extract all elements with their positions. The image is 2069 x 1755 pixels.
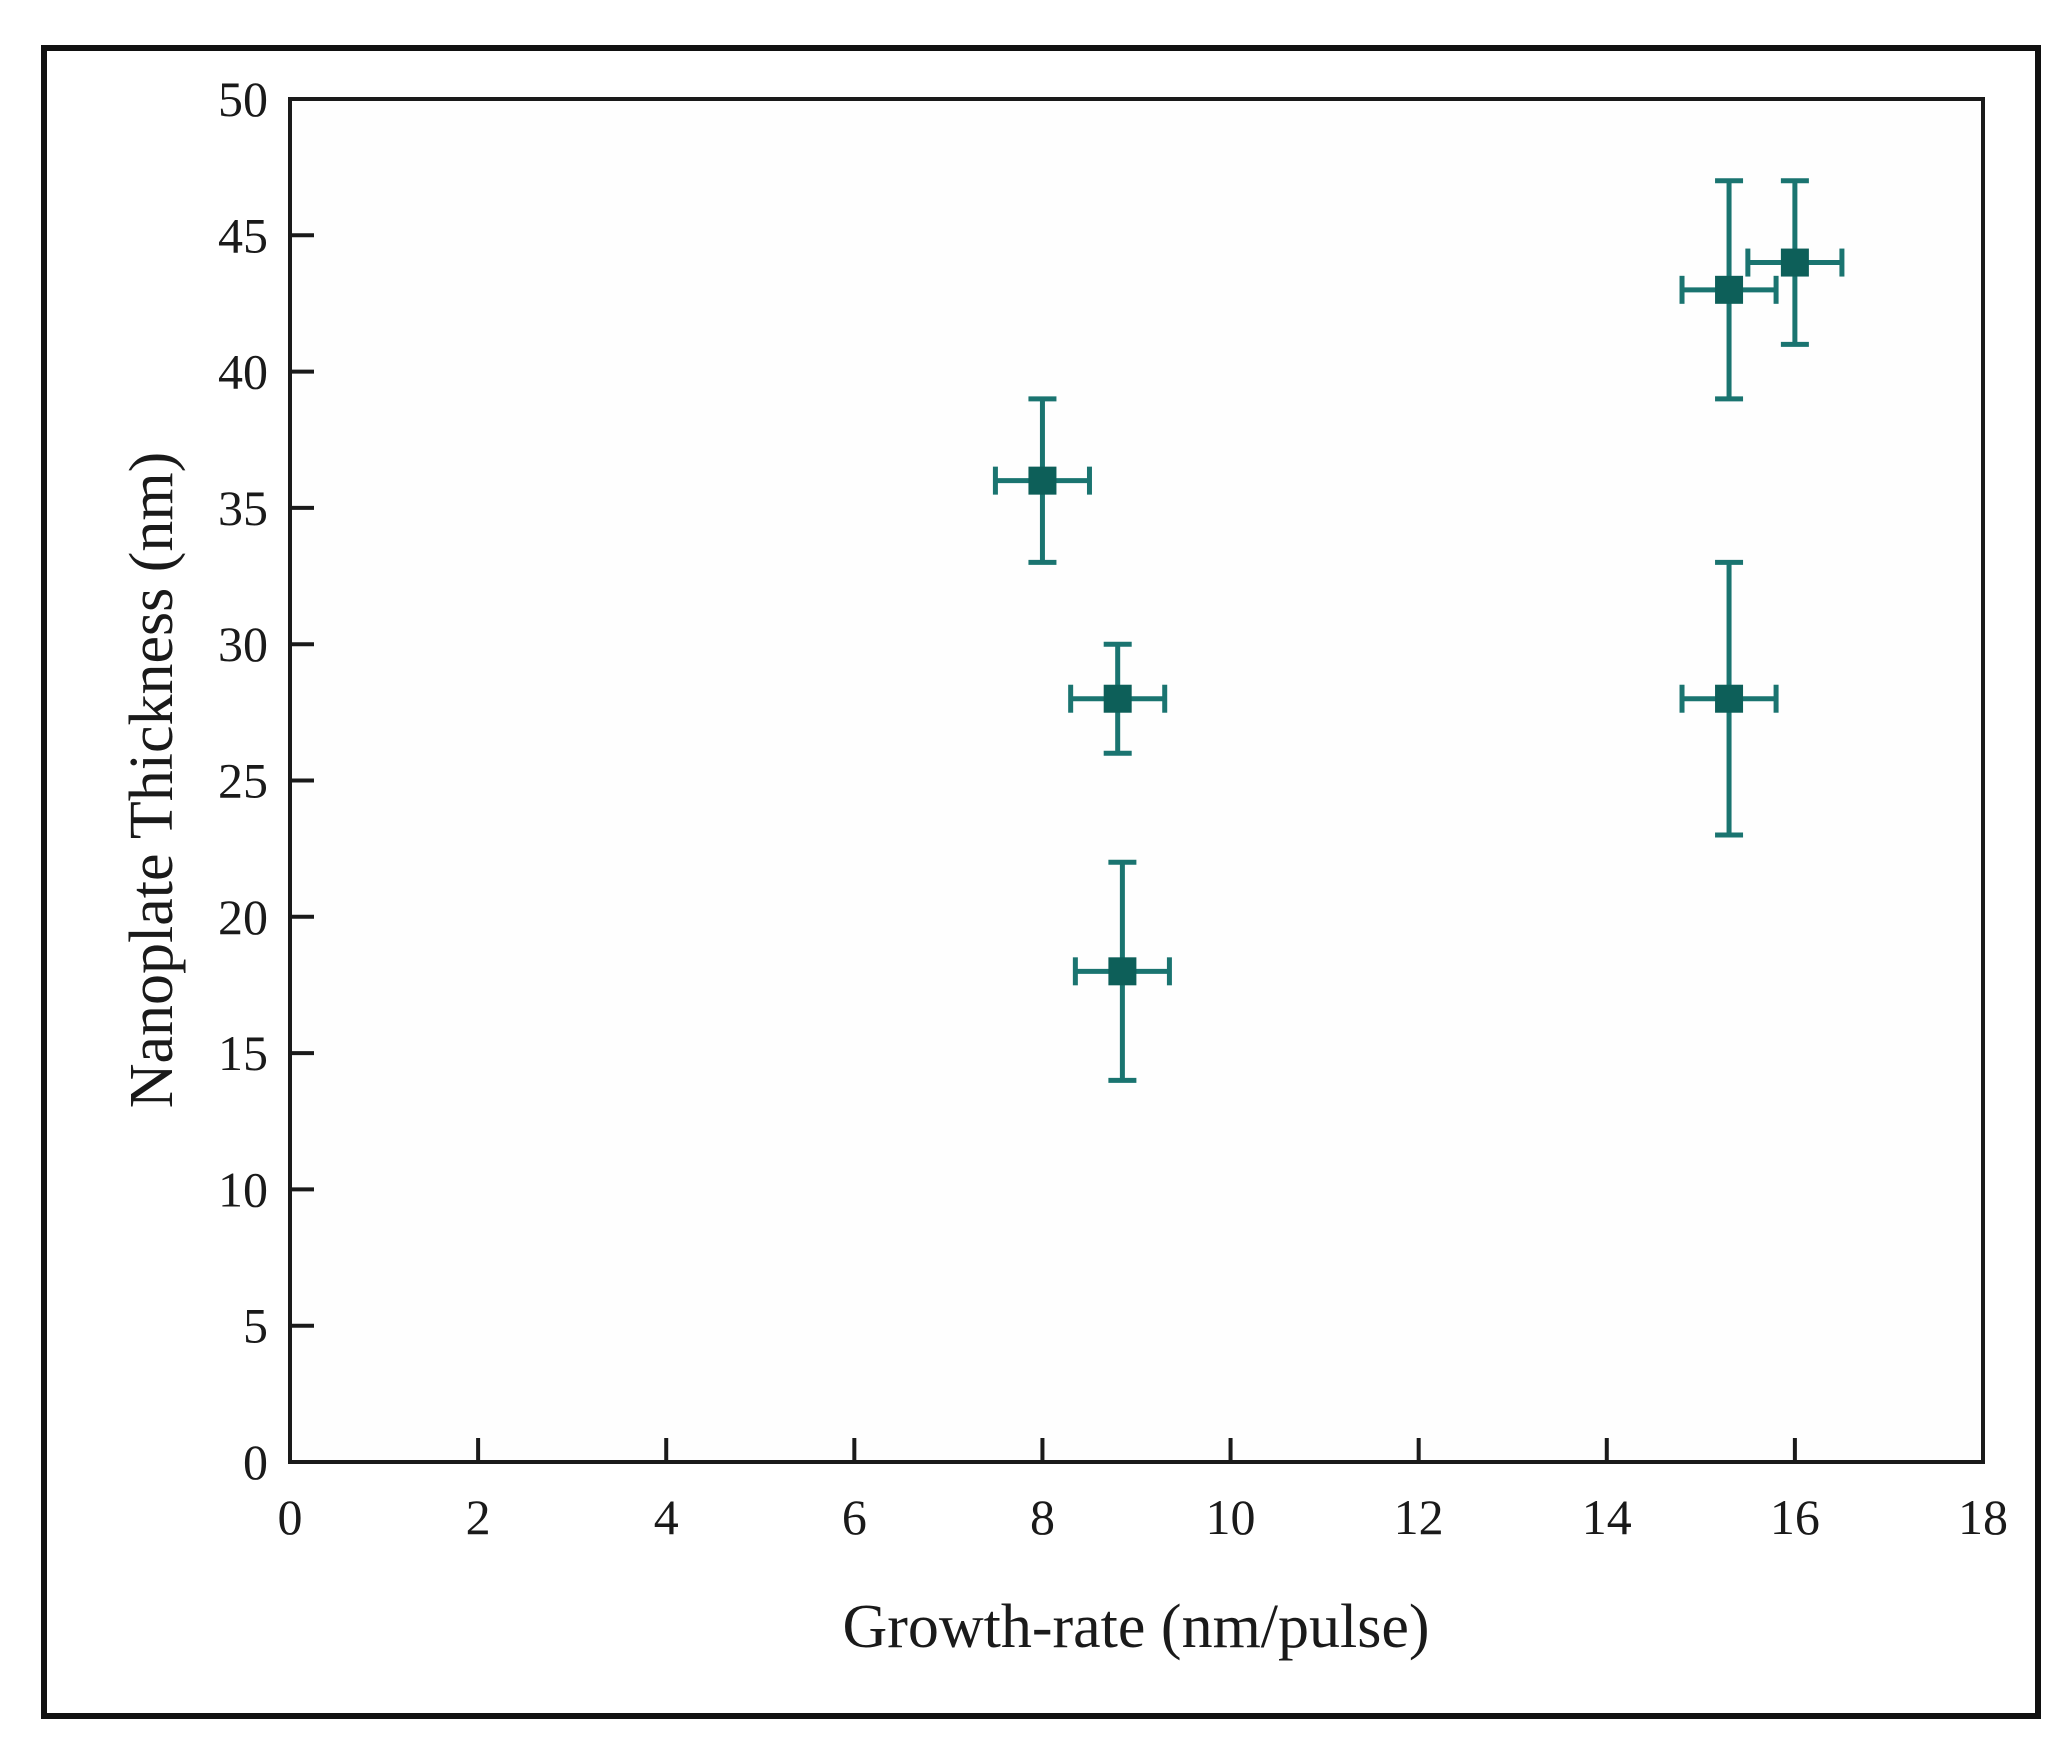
x-tick-label: 16 [1770,1489,1820,1545]
data-point [1679,559,1779,838]
x-tick-label: 14 [1582,1489,1632,1545]
data-point [1072,859,1172,1083]
x-tick-label: 12 [1394,1489,1444,1545]
y-axis-title: Nanoplate Thickness (nm) [118,452,186,1109]
square-marker [1715,684,1744,713]
data-point [1068,641,1168,756]
y-axis-ticks: 0 5 10 15 20 25 30 35 40 45 50 [218,71,314,1490]
y-tick-label: 45 [218,207,268,263]
y-tick-label: 15 [218,1025,268,1081]
x-tick-label: 18 [1958,1489,2008,1545]
y-tick-label: 5 [243,1298,268,1354]
x-tick-label: 8 [1030,1489,1055,1545]
x-tick-label: 10 [1206,1489,1256,1545]
x-tick-label: 2 [466,1489,491,1545]
y-tick-label: 25 [218,753,268,809]
data-point [992,396,1092,565]
data-point [1745,178,1845,347]
x-tick-label: 0 [278,1489,303,1545]
y-tick-label: 35 [218,480,268,536]
y-tick-label: 30 [218,616,268,672]
plot-area-frame [288,97,1985,1464]
x-tick-label: 4 [654,1489,679,1545]
x-axis-ticks: 0 2 4 6 8 10 12 14 16 18 [278,1438,2008,1545]
square-marker [1103,684,1132,713]
data-points [992,178,1845,1083]
y-tick-label: 50 [218,71,268,127]
y-tick-label: 10 [218,1161,268,1217]
data-point [1679,178,1779,402]
square-marker [1028,466,1057,495]
y-tick-label: 20 [218,889,268,945]
x-axis-title: Growth-rate (nm/pulse) [842,1593,1429,1661]
x-tick-label: 6 [842,1489,867,1545]
y-tick-label: 40 [218,344,268,400]
square-marker [1108,957,1137,986]
square-marker [1780,248,1809,277]
y-tick-label: 0 [243,1434,268,1490]
square-marker [1715,275,1744,304]
